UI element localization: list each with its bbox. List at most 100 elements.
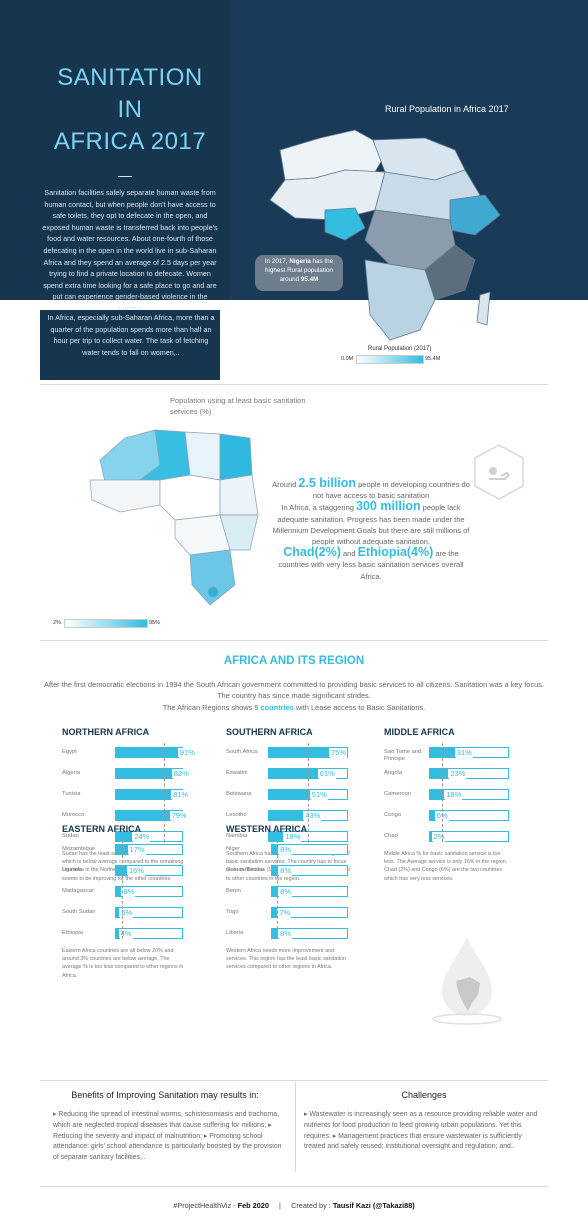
- panel-note: Middle Africa % for basic sanitation ser…: [384, 851, 508, 882]
- rural-legend-gradient: [356, 355, 424, 364]
- tooltip-pre: In 2017,: [264, 258, 290, 265]
- stat-3-big-1: Chad(2%): [283, 545, 341, 560]
- intro-box: [40, 310, 220, 380]
- region-desc-line-1: After the first democratic elections in …: [44, 680, 544, 701]
- region-desc-line-2: The African Regions shows 5 countries wi…: [40, 702, 548, 713]
- map-region-east: [219, 514, 259, 551]
- intro-paragraph-2: In Africa, especially sub-Saharan Africa…: [47, 313, 215, 357]
- bar-fill: [116, 832, 133, 841]
- stat-3: Chad(2%) and Ethiopia(4%) are the countr…: [268, 545, 474, 582]
- stat-1-pre: Around: [272, 480, 299, 489]
- benefits-title: Benefits of Improving Sanitation may res…: [71, 1090, 259, 1100]
- bar-category-label: Algeria: [62, 770, 81, 776]
- stats-block: Around 2.5 billion people in developing …: [268, 477, 474, 582]
- nigeria-tooltip: In 2017, Nigeria has the highest Rural p…: [255, 255, 343, 291]
- bar-frame: 79%: [115, 810, 188, 821]
- footer: #ProjectHealthViz - Feb 2020 | Created b…: [0, 1201, 588, 1210]
- bar-fill: [116, 748, 178, 757]
- bar-fill: [272, 908, 278, 917]
- sanitation-legend-min: 2%: [53, 620, 61, 626]
- bar-value-label: 51%: [310, 790, 328, 800]
- bar-frame: 4%: [115, 928, 183, 939]
- sanitation-legend-max: 95%: [149, 620, 161, 626]
- bar-frame: 2%: [429, 831, 509, 842]
- average-line: [277, 840, 278, 939]
- stat-3-post: are the countries with very less basic s…: [278, 549, 464, 581]
- bar-category-label: Guinea-Bissau: [226, 867, 265, 873]
- water-drop-africa-icon: [432, 937, 502, 1025]
- panel-note: Eastern Africa countries are all below 2…: [62, 948, 184, 979]
- region-desc-pre: The African Regions shows: [162, 702, 255, 712]
- bar-frame: 23%: [429, 768, 509, 779]
- bar-value-label: 8%: [279, 845, 292, 855]
- challenges-text: ▸ Wastewater is increasingly seen as a r…: [304, 1111, 538, 1151]
- map-region-west: [89, 479, 161, 513]
- bar-category-label: Mozambique: [62, 846, 96, 852]
- bar-fill: [269, 811, 304, 820]
- map-region-sahel: [159, 474, 221, 521]
- region-title: AFRICA AND ITS REGION: [223, 655, 365, 667]
- bar-fill: [430, 769, 449, 778]
- bar-frame: 8%: [115, 886, 183, 897]
- map-country-south-africa: [207, 586, 219, 598]
- bar-value-label: 7%: [278, 908, 292, 918]
- footer-divider: |: [279, 1201, 281, 1210]
- bar-frame: 91%: [115, 747, 196, 758]
- panel-note: Western Africa needs more improvement an…: [226, 948, 347, 971]
- map-region-sudan: [219, 474, 259, 516]
- bar-category-label: Eswatini: [226, 770, 248, 776]
- bar-category-label: Tunisia: [62, 791, 81, 797]
- divider-4: [40, 1186, 548, 1187]
- title-line-3: AFRICA 2017: [53, 128, 207, 155]
- panel-title: SOUTHERN AFRICA: [226, 727, 313, 737]
- region-description: After the first democratic elections in …: [40, 679, 548, 713]
- bar-value-label: 43%: [304, 811, 322, 821]
- bar-fill: [272, 845, 279, 854]
- stat-2: In Africa, a staggering 300 million peop…: [268, 499, 474, 547]
- divider-3: [40, 1080, 548, 1081]
- stat-3-big-2: Ethiopia(4%): [357, 545, 434, 560]
- bar-category-label: Togo: [226, 909, 239, 915]
- stat-2-big: 300 million: [356, 499, 421, 514]
- bar-fill: [269, 832, 284, 841]
- bar-value-label: 8%: [279, 929, 292, 939]
- map-country-nigeria: [324, 207, 366, 241]
- bar-value-label: 91%: [178, 748, 196, 758]
- bar-value-label: 8%: [279, 866, 292, 876]
- sanitation-legend-gradient: [64, 619, 148, 628]
- benefits-text: ▸ Reducing the spread of intestinal worm…: [53, 1111, 282, 1162]
- stat-3-mid: and: [340, 549, 358, 559]
- bar-category-label: Sudan: [62, 833, 79, 839]
- bar-value-label: 2%: [432, 832, 446, 842]
- bar-frame: 8%: [271, 865, 348, 876]
- panel-title: NORTHERN AFRICA: [62, 727, 150, 737]
- bar-category-label: Uganda: [62, 867, 83, 873]
- bar-value-label: 23%: [449, 769, 467, 779]
- bar-fill: [116, 845, 128, 854]
- bar-value-label: 31%: [455, 748, 473, 758]
- bar-frame: 8%: [271, 844, 348, 855]
- bar-frame: 18%: [429, 789, 509, 800]
- intro-paragraph-1: Sanitation facilities safely separate hu…: [42, 188, 218, 313]
- bar-frame: 5%: [115, 907, 183, 918]
- panel-title: MIDDLE AFRICA: [384, 727, 455, 737]
- bar-value-label: 16%: [127, 866, 145, 876]
- average-line: [441, 743, 443, 842]
- region-desc-post: with Lease access to Basic Sanitations.: [293, 702, 426, 712]
- bar-frame: 8%: [271, 886, 348, 897]
- bar-value-label: 82%: [172, 769, 190, 779]
- panel-title: WESTERN AFRICA: [226, 824, 308, 834]
- bar-value-label: 18%: [284, 832, 302, 842]
- footer-created-by: Created by :: [291, 1201, 333, 1210]
- bar-fill: [116, 908, 120, 917]
- divider-1: [40, 384, 548, 385]
- bar-fill: [269, 748, 329, 757]
- bar-value-label: 61%: [318, 769, 336, 779]
- bar-value-label: 8%: [122, 887, 136, 897]
- stat-2-pre: In Africa, a staggering: [281, 503, 356, 513]
- hero-title: SANITATION IN AFRICA 2017: [40, 62, 220, 158]
- bar-fill: [272, 866, 279, 875]
- map-country-ethiopia: [449, 194, 501, 236]
- bar-fill: [430, 811, 435, 820]
- rural-legend-max: 95.4M: [425, 356, 441, 362]
